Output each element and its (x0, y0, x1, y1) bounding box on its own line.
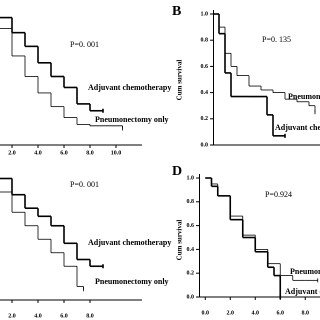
x-tick-label: 4.0 (34, 150, 42, 156)
x-tick-label: 2.0 (8, 313, 16, 319)
y-tick-label: 0.6 (201, 64, 209, 70)
y-tick-label: 0.8 (187, 199, 195, 205)
y-tick-label: 0.0 (201, 142, 209, 148)
x-tick-label: 2.0 (8, 150, 16, 156)
curve-label: Pneumonectomy only (95, 115, 169, 124)
y-axis-label: Cum survival (176, 220, 184, 261)
y-tick-label: 0.4 (201, 90, 209, 96)
p-value: P=0. 135 (262, 35, 291, 44)
x-tick-label: 8.0 (86, 150, 94, 156)
y-axis-label: Cum survival (176, 60, 184, 101)
curve-label: Adjuvant chemothe (275, 123, 320, 132)
x-tick-label: 6.0 (60, 313, 68, 319)
p-value: P=0. 001 (70, 180, 99, 189)
curve-label: Pneumonect (288, 92, 320, 101)
p-value: P=0. 001 (70, 40, 99, 49)
y-tick-label: 0.2 (187, 271, 195, 277)
x-tick-label: 2.0 (227, 310, 235, 316)
x-tick-label: 6.0 (60, 150, 68, 156)
x-tick-label: 4.0 (252, 310, 260, 316)
curve-label: Pneumon (290, 267, 320, 276)
x-tick-label: 0.0 (202, 310, 210, 316)
curve-label: Pneumonectomy only (95, 277, 169, 286)
x-tick-label: 4.0 (34, 313, 42, 319)
panel-label: B (172, 4, 181, 19)
y-tick-label: 1.0 (187, 175, 195, 181)
panel-label: D (172, 164, 182, 179)
curve-label: Adjuvant c (285, 287, 320, 296)
p-value: P=0.924 (265, 190, 292, 199)
y-tick-label: 0.0 (187, 294, 195, 300)
y-tick-label: 0.2 (201, 116, 209, 122)
curve-label: Adjuvant chemotherapy (88, 238, 171, 247)
x-tick-label: 6.0 (277, 310, 285, 316)
y-tick-label: 0.6 (187, 223, 195, 229)
y-tick-label: 0.8 (201, 38, 209, 44)
y-tick-label: 0.4 (187, 247, 195, 253)
x-tick-label: 8.0 (86, 313, 94, 319)
y-tick-label: 1.0 (201, 11, 209, 17)
curve-label: Adjuvant chemotherapy (88, 83, 171, 92)
x-tick-label: 8.0 (302, 310, 310, 316)
x-tick-label: 10.0 (111, 150, 122, 156)
